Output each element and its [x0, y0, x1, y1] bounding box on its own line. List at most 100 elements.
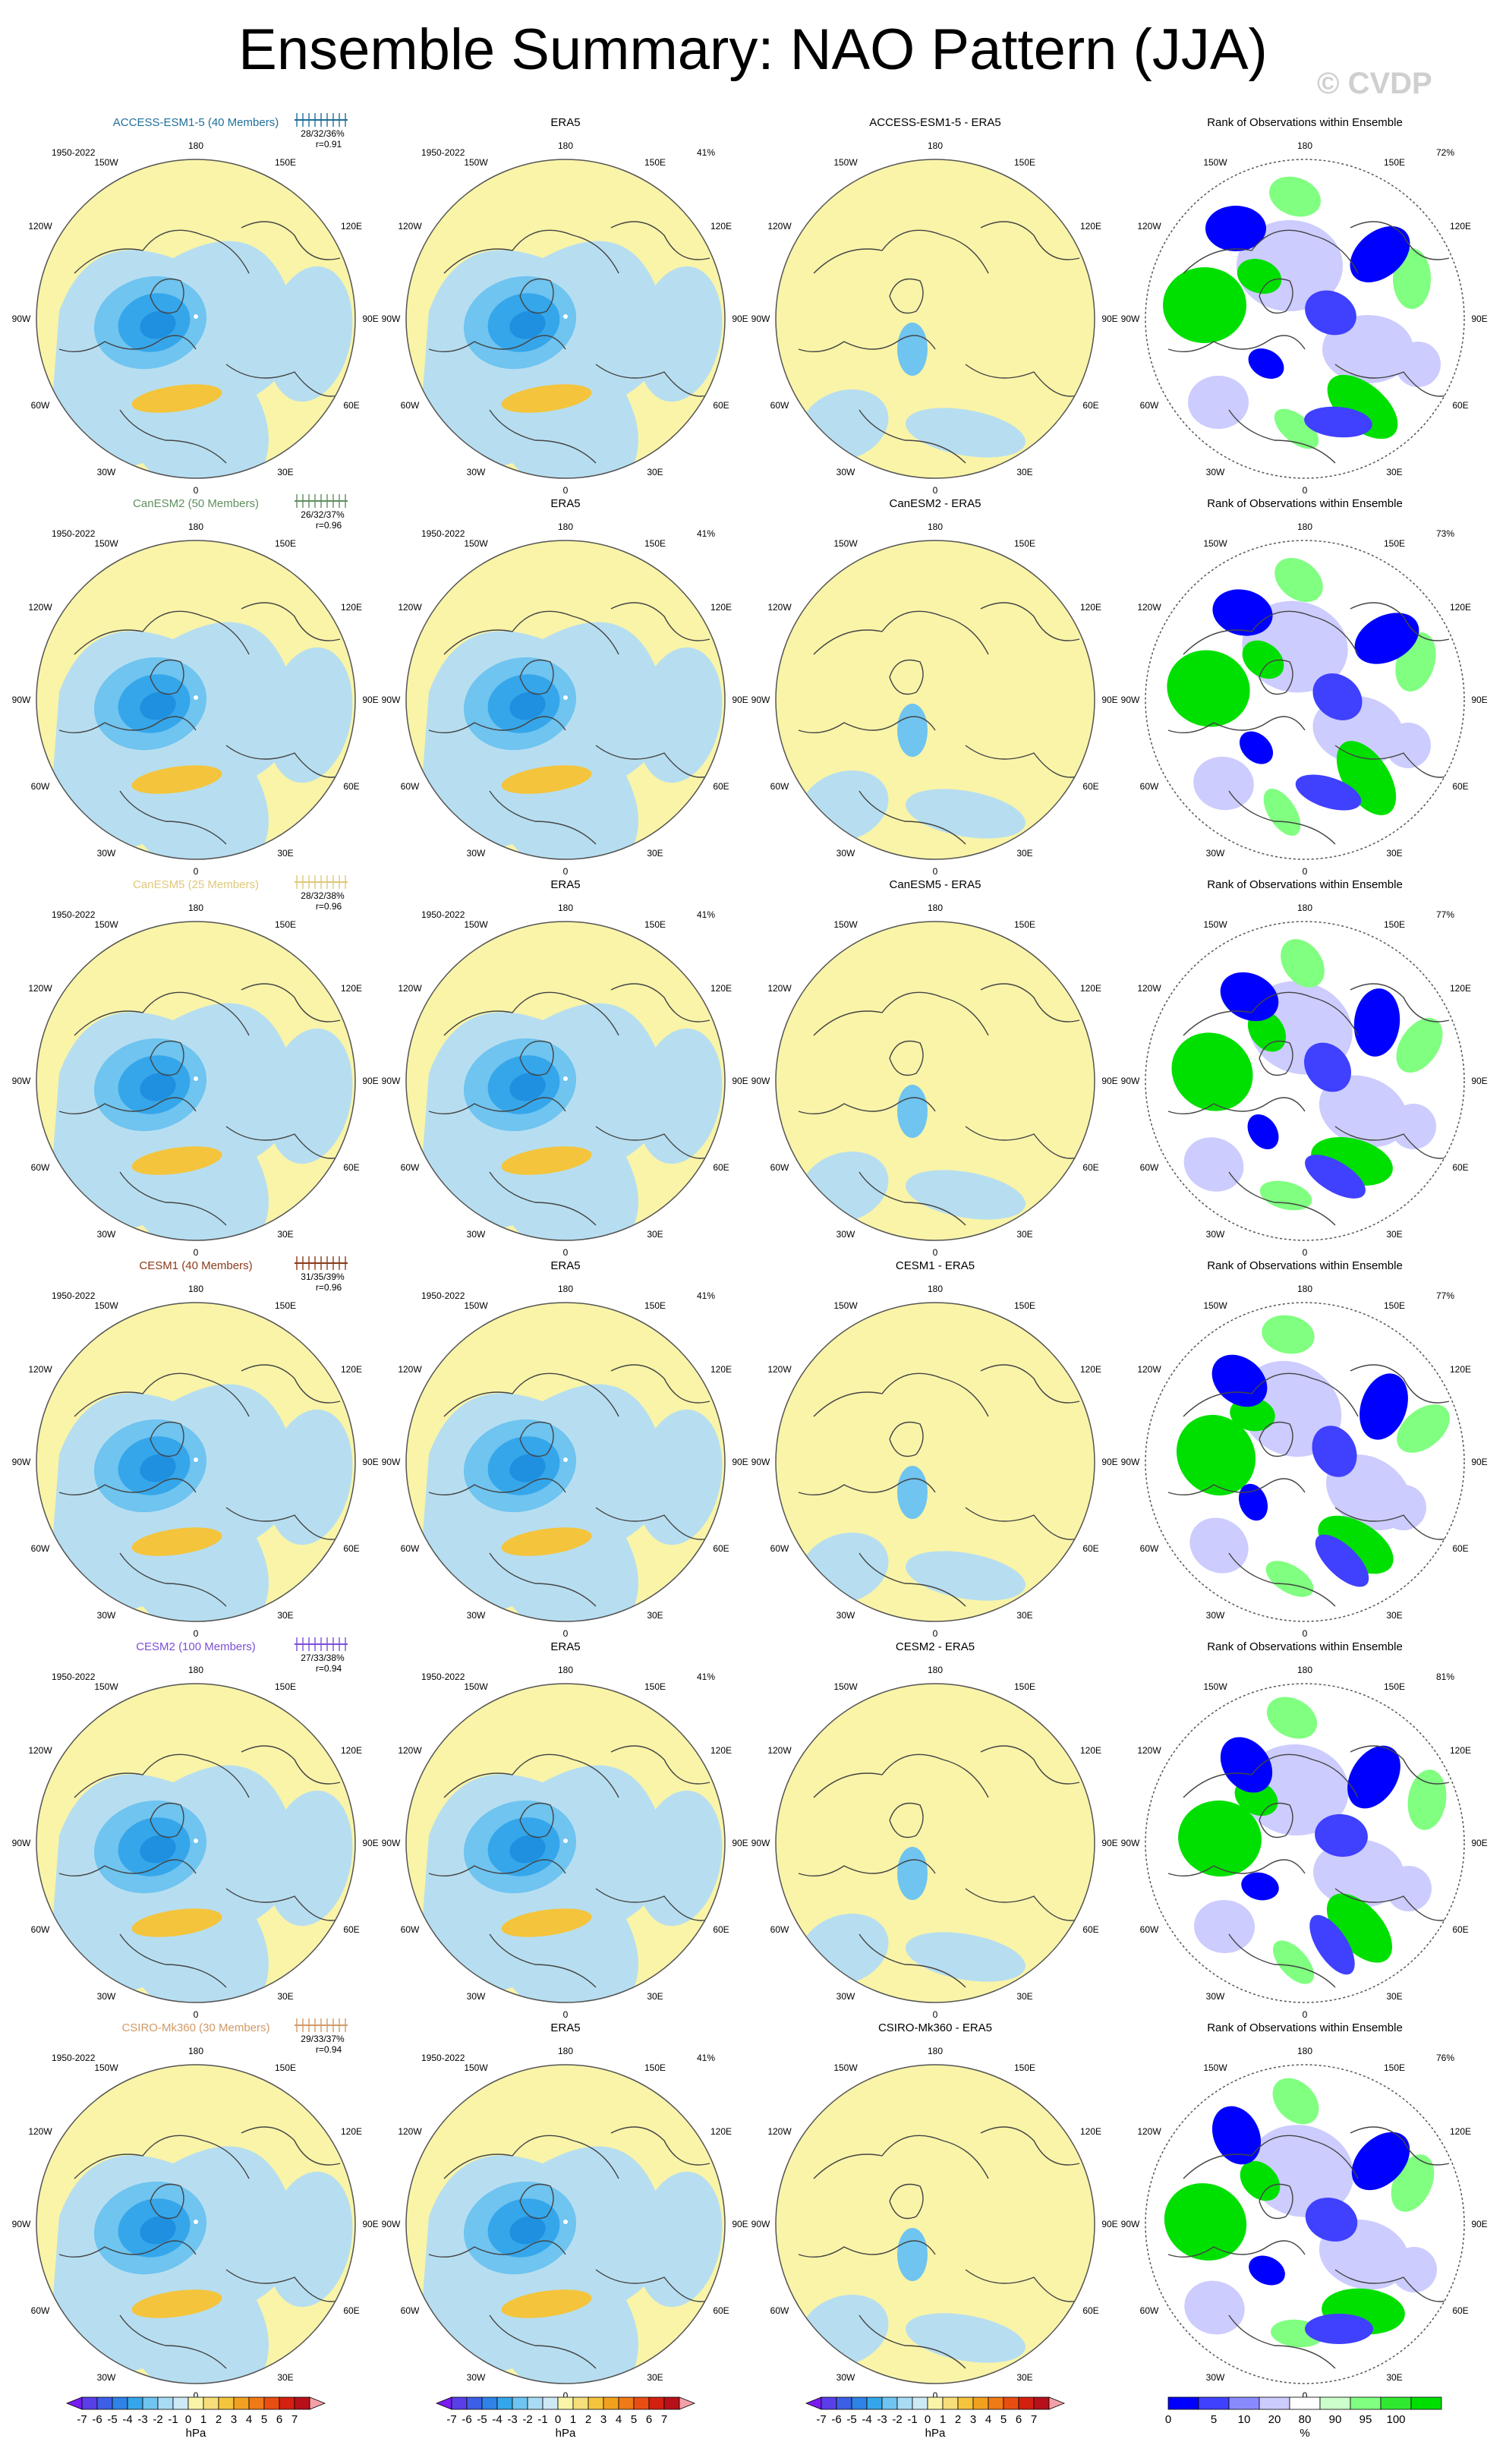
longitude-label: 30W	[467, 1610, 486, 1621]
longitude-label: 90W	[1121, 1838, 1140, 1848]
model-title: CanESM5 (25 Members)	[133, 878, 259, 891]
longitude-label: 120W	[1137, 1745, 1161, 1756]
longitude-label: 30W	[97, 848, 116, 859]
colorbar-tick-label: -7	[77, 2413, 87, 2426]
coastline	[119, 409, 227, 464]
pattern-percent-label: 27/33/38%	[301, 1653, 345, 1663]
longitude-label: 30E	[1016, 1991, 1032, 2002]
longitude-label: 30W	[1206, 467, 1225, 477]
colorbar-tick-label: -1	[907, 2413, 917, 2426]
longitude-label: 120E	[1080, 2126, 1101, 2137]
longitude-label: 90E	[1471, 1457, 1487, 1467]
rank-low-region	[1238, 1483, 1268, 1521]
map-border	[405, 159, 726, 479]
longitude-label: 30E	[277, 1610, 293, 1621]
colorbar-tick-label: 3	[231, 2413, 237, 2426]
longitude-label: 90E	[1101, 1457, 1117, 1467]
obs-map-panel	[406, 1303, 725, 1621]
obs-map-panel	[406, 159, 725, 478]
rank-map-panel	[1145, 1684, 1464, 2002]
longitude-label: 150E	[1384, 2062, 1405, 2073]
pole-marker	[194, 1839, 198, 1843]
negative-region	[140, 1073, 176, 1101]
rank-high-region	[1164, 2183, 1247, 2261]
map-border	[405, 2064, 726, 2384]
negative-region	[897, 2228, 928, 2281]
longitude-label: 30E	[1386, 848, 1402, 859]
coastline	[489, 409, 597, 464]
model-map-panel	[36, 2065, 355, 2384]
longitude-label: 0	[563, 1247, 569, 1258]
negative-region	[140, 310, 176, 339]
rank-low-region	[1312, 1426, 1357, 1477]
longitude-label: 150W	[833, 919, 858, 930]
colorbar-swatch	[542, 2396, 559, 2410]
colorbar-swatch	[294, 2396, 310, 2410]
longitude-label: 60W	[31, 781, 50, 792]
rank-high-region	[1396, 1018, 1443, 1073]
longitude-label: 180	[188, 903, 203, 913]
negative-region	[266, 1028, 353, 1164]
longitude-label: 30W	[836, 1229, 855, 1240]
colorbar-tick-label: 0	[555, 2413, 561, 2426]
longitude-label: 120W	[767, 983, 792, 994]
longitude-label: 150E	[1384, 1300, 1405, 1311]
longitude-label: 60W	[401, 781, 420, 792]
longitude-label: 150E	[1014, 2062, 1035, 2073]
map-border	[36, 159, 356, 479]
longitude-label: 60W	[1140, 781, 1159, 792]
longitude-label: 60W	[1140, 1543, 1159, 1554]
longitude-label: 150W	[464, 919, 488, 930]
negative-region	[140, 1454, 176, 1482]
longitude-label: 90E	[732, 695, 748, 705]
colorbar-swatch	[466, 2396, 483, 2410]
longitude-label: 90W	[382, 695, 401, 705]
colorbar-swatch	[896, 2396, 913, 2410]
coastline	[150, 659, 184, 695]
negative-region	[897, 323, 928, 376]
longitude-label: 90W	[751, 314, 770, 324]
rank-low-region	[1241, 1872, 1279, 1901]
colorbar-swatch	[1198, 2396, 1230, 2410]
pattern-percent-label: 31/35/39%	[301, 1271, 345, 1282]
rank-map-panel	[1145, 1303, 1464, 1621]
rank-high-region	[1171, 1032, 1253, 1111]
difference-title: CESM1 - ERA5	[896, 1259, 975, 1272]
longitude-label: 60W	[401, 1924, 420, 1935]
pattern-percent-label: 29/33/37%	[301, 2034, 345, 2044]
watermark: © CVDP	[1317, 67, 1432, 100]
longitude-label: 180	[1297, 1284, 1312, 1294]
pattern-correlation-label: r=0.94	[316, 2044, 342, 2055]
coastline	[150, 2183, 184, 2220]
longitude-label: 120W	[28, 1364, 52, 1375]
negative-region	[140, 692, 176, 720]
longitude-label: 120W	[767, 221, 792, 232]
coastline	[1350, 1364, 1450, 1404]
rank-low-region	[1220, 1737, 1273, 1793]
colorbar-tick-label: -5	[846, 2413, 856, 2426]
obs-title: ERA5	[550, 116, 580, 129]
longitude-label: 60E	[343, 1162, 359, 1173]
colorbar-tick-label: 100	[1386, 2413, 1405, 2426]
rank-title: Rank of Observations within Ensemble	[1207, 2021, 1403, 2034]
longitude-label: 60E	[343, 1924, 359, 1935]
longitude-label: 150W	[464, 1681, 488, 1692]
longitude-label: 120W	[398, 1745, 422, 1756]
negative-region	[897, 1847, 928, 1900]
coastline	[610, 983, 710, 1022]
colorbar-tick-label: 6	[1016, 2413, 1022, 2426]
longitude-label: 60E	[1452, 1924, 1468, 1935]
longitude-label: 150E	[1384, 919, 1405, 930]
coastline	[58, 335, 197, 353]
coastline	[859, 1552, 966, 1607]
coastline	[1334, 1507, 1450, 1540]
coastline	[519, 1040, 554, 1076]
coastline	[889, 2183, 924, 2220]
longitude-label: 30W	[1206, 1610, 1225, 1621]
longitude-label: 90E	[362, 1076, 378, 1086]
longitude-label: 30E	[1016, 1610, 1032, 1621]
longitude-label: 120E	[1450, 221, 1471, 232]
colorbar-unit-label: hPa	[186, 2427, 206, 2440]
coastline	[1228, 2314, 1336, 2369]
longitude-label: 90E	[362, 695, 378, 705]
